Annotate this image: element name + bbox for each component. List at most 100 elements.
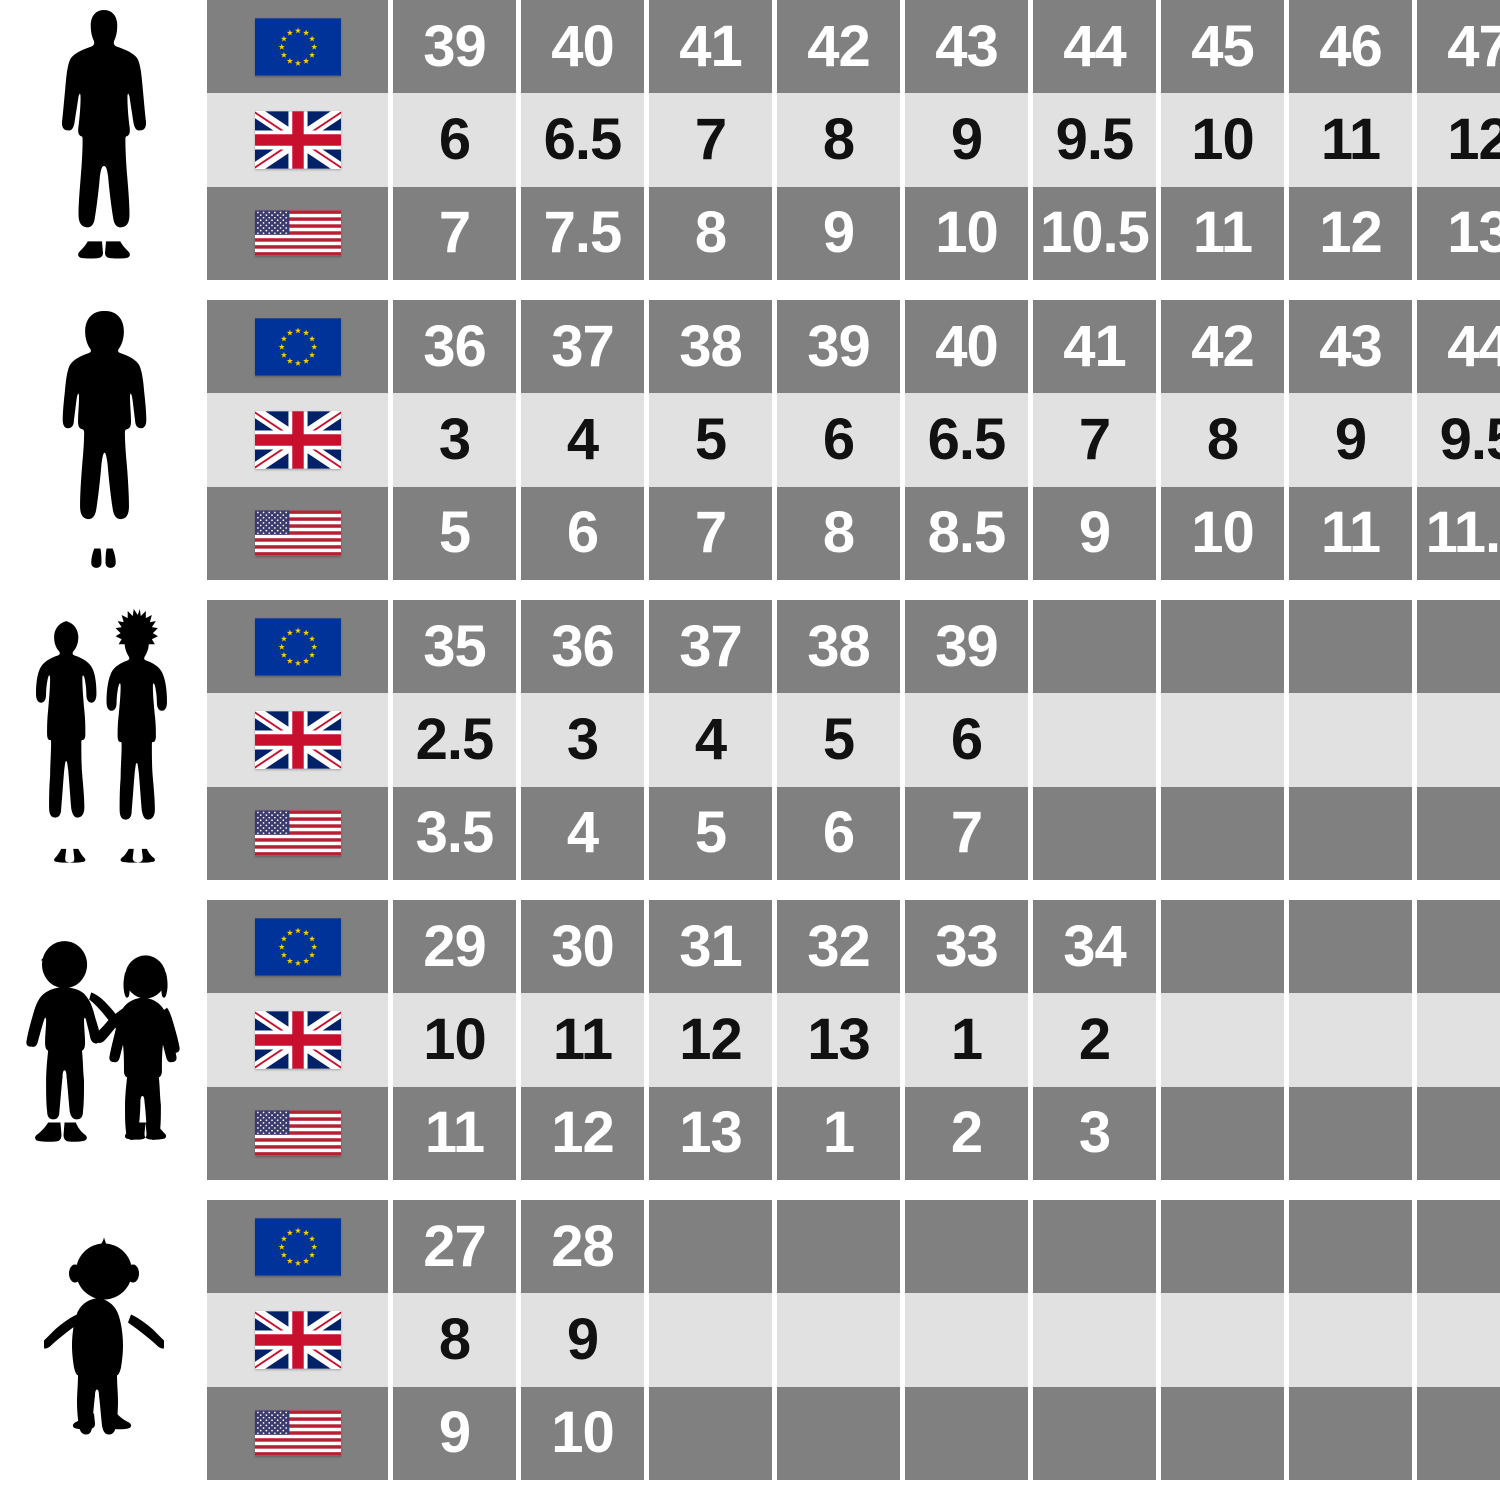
size-cell-empty	[1289, 900, 1412, 994]
size-group-younger-kids: 29 30 31 32 33 34 10 11 12 13 1 2 11 12 13 1 2 3	[0, 900, 1500, 1180]
size-cell: 39	[777, 300, 900, 394]
size-cell-empty	[1417, 993, 1500, 1087]
figure-cell-women	[0, 300, 207, 580]
size-cell: 7	[905, 786, 1028, 880]
table-row: 36 37 38 39 40 41 42 43 44	[207, 300, 1500, 394]
size-cell: 40	[905, 300, 1028, 394]
size-cell-empty	[1417, 786, 1500, 880]
size-cell: 9	[521, 1293, 644, 1387]
size-cell: 35	[393, 600, 516, 694]
size-cell: 2	[1033, 993, 1156, 1087]
table-row: 39 40 41 42 43 44 45 46 47	[207, 0, 1500, 94]
size-cell: 7	[649, 93, 772, 187]
size-cell: 12	[521, 1086, 644, 1180]
size-cell: 3	[1033, 1086, 1156, 1180]
us-flag	[254, 510, 341, 556]
size-cell-empty	[905, 1293, 1028, 1387]
size-cell-empty	[1033, 1386, 1156, 1480]
older-kids-silhouette	[35, 609, 167, 863]
size-cell-empty	[1417, 1086, 1500, 1180]
size-cell: 8	[1161, 393, 1284, 487]
table-row: 2.5 3 4 5 6	[207, 693, 1500, 787]
size-cell: 3.5	[393, 786, 516, 880]
size-rows: 35 36 37 38 39 2.5 3 4 5 6 3.5 4 5 6 7	[207, 600, 1500, 880]
size-cell: 9	[1033, 486, 1156, 580]
size-cell: 10.5	[1033, 186, 1156, 280]
size-cell: 12	[1417, 93, 1500, 187]
size-cell: 12	[1289, 186, 1412, 280]
size-cell: 9	[393, 1386, 516, 1480]
size-cell: 9.5	[1417, 393, 1500, 487]
size-cell: 33	[905, 900, 1028, 994]
size-group-men: 39 40 41 42 43 44 45 46 47 6 6.5 7 8 9 9.5 10 11 12 7 7.5 8 9…	[0, 0, 1500, 280]
region-flag-cell-eu	[207, 300, 388, 394]
size-cell-empty	[1289, 786, 1412, 880]
size-cell-empty	[905, 1386, 1028, 1480]
size-cell-empty	[1289, 993, 1412, 1087]
size-cell-empty	[1161, 786, 1284, 880]
region-flag-cell-eu	[207, 1200, 388, 1294]
size-cell: 6	[777, 786, 900, 880]
size-cell-empty	[1161, 600, 1284, 694]
size-cell-empty	[649, 1200, 772, 1294]
table-row: 6 6.5 7 8 9 9.5 10 11 12	[207, 93, 1500, 187]
size-cell-empty	[1033, 1293, 1156, 1387]
size-cell: 43	[1289, 300, 1412, 394]
region-flag-cell-us	[207, 1386, 388, 1480]
size-cell-empty	[1417, 900, 1500, 994]
size-group-toddler: 27 28 8 9 9 10	[0, 1200, 1500, 1480]
size-cell: 45	[1161, 0, 1284, 94]
uk-flag	[255, 411, 341, 469]
size-cell: 7	[649, 486, 772, 580]
size-cell-empty	[905, 1200, 1028, 1294]
size-cell: 11.5	[1417, 486, 1500, 580]
size-cell-empty	[1417, 600, 1500, 694]
table-row: 3.5 4 5 6 7	[207, 786, 1500, 880]
size-cell: 7	[1033, 393, 1156, 487]
size-cell: 41	[649, 0, 772, 94]
size-cell-empty	[1033, 600, 1156, 694]
size-cell-empty	[1033, 786, 1156, 880]
region-flag-cell-eu	[207, 600, 388, 694]
table-row: 27 28	[207, 1200, 1500, 1294]
size-cell-empty	[1161, 900, 1284, 994]
size-cell: 8	[649, 186, 772, 280]
size-cell: 10	[1161, 486, 1284, 580]
size-cell: 9	[905, 93, 1028, 187]
size-cell-empty	[777, 1386, 900, 1480]
size-cell-empty	[777, 1293, 900, 1387]
size-cell: 4	[521, 393, 644, 487]
size-cell-empty	[1161, 1386, 1284, 1480]
size-cell: 47	[1417, 0, 1500, 94]
size-cell: 8	[777, 93, 900, 187]
size-cell: 6	[521, 486, 644, 580]
size-cell: 11	[521, 993, 644, 1087]
size-cell: 6.5	[905, 393, 1028, 487]
size-group-women: 36373839404142434434566.57899.556788.591…	[0, 300, 1500, 580]
us-flag	[254, 1110, 341, 1156]
size-cell: 36	[393, 300, 516, 394]
size-cell-empty	[1033, 693, 1156, 787]
region-flag-cell-us	[207, 786, 388, 880]
uk-flag	[255, 711, 341, 769]
size-cell: 5	[777, 693, 900, 787]
size-cell: 38	[777, 600, 900, 694]
size-cell: 11	[1289, 93, 1412, 187]
size-cell: 5	[393, 486, 516, 580]
size-cell: 4	[649, 693, 772, 787]
size-cell: 6	[905, 693, 1028, 787]
size-cell: 11	[1161, 186, 1284, 280]
size-cell-empty	[1289, 693, 1412, 787]
size-cell: 11	[393, 1086, 516, 1180]
table-row: 7 7.5 8 9 10 10.5 11 12 13	[207, 186, 1500, 280]
woman-silhouette	[62, 310, 147, 568]
size-cell: 9	[777, 186, 900, 280]
size-cell: 5	[649, 786, 772, 880]
figure-cell-younger-kids	[0, 900, 207, 1180]
size-cell: 30	[521, 900, 644, 994]
size-cell: 9	[1289, 393, 1412, 487]
size-cell: 40	[521, 0, 644, 94]
size-cell: 7	[393, 186, 516, 280]
